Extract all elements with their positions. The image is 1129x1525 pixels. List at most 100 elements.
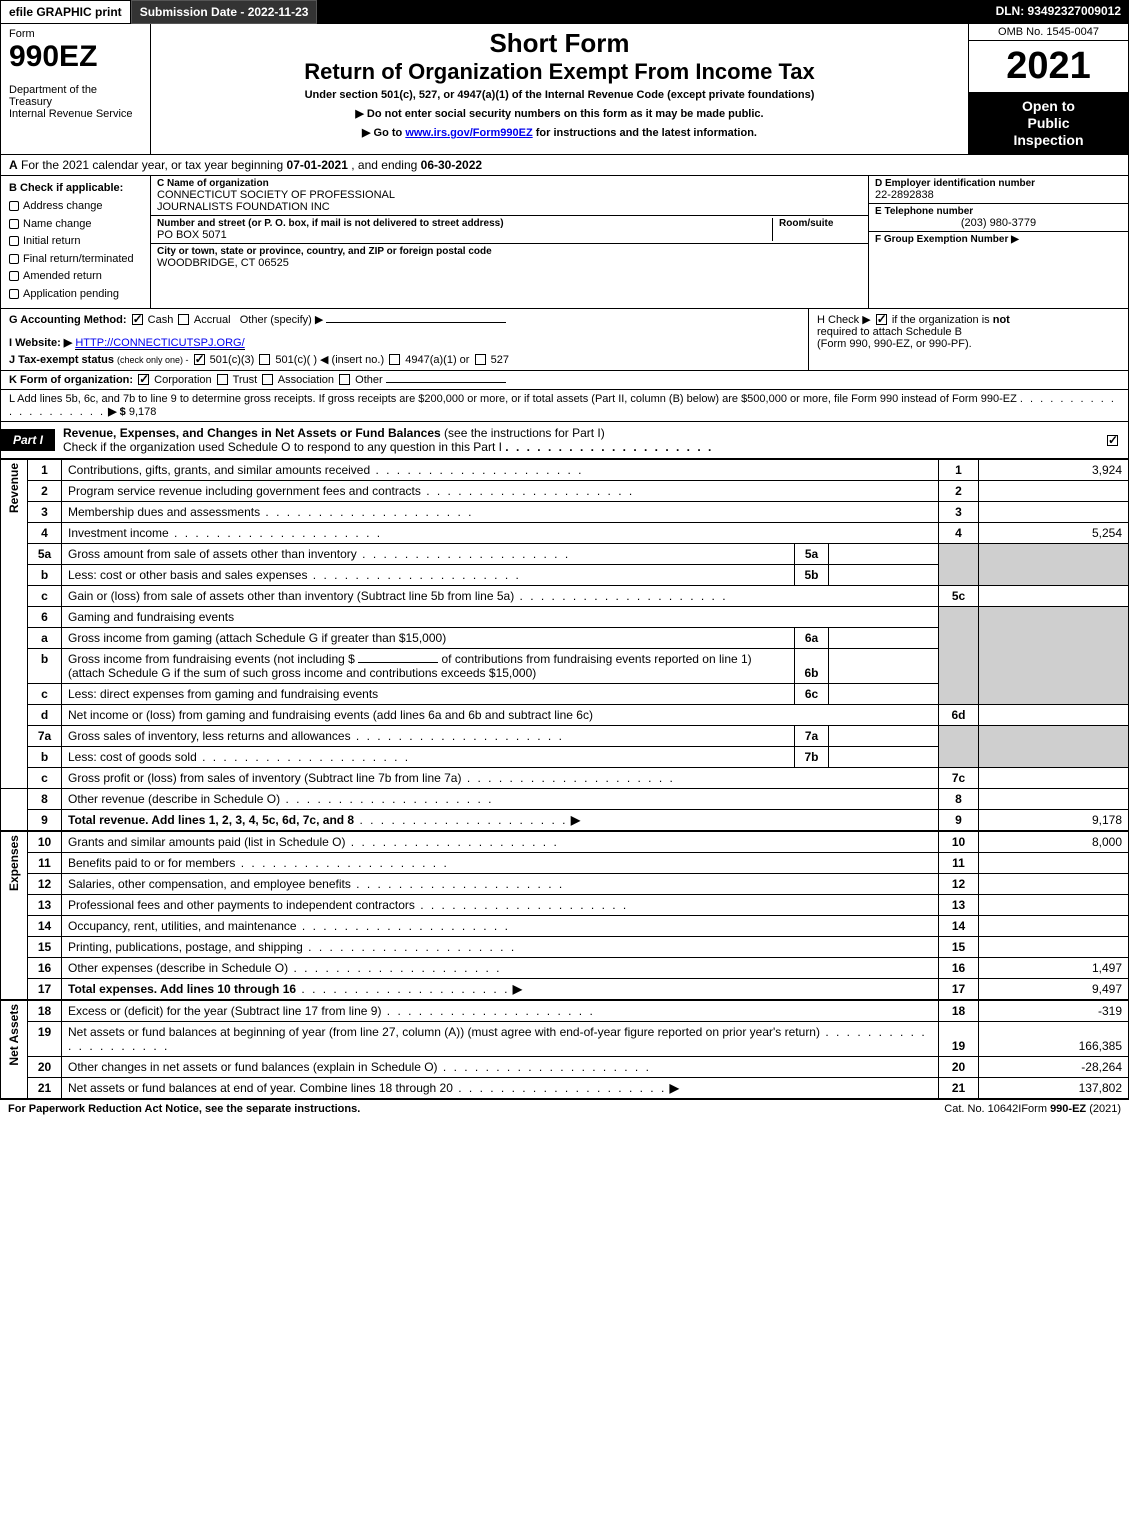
line-num: 10	[28, 831, 62, 852]
footer-mid: Cat. No. 10642I	[944, 1103, 1021, 1115]
line-desc-text: Other revenue (describe in Schedule O)	[68, 792, 280, 806]
dln-label: DLN: 93492327009012	[988, 0, 1129, 24]
row-h: H Check ▶ if the organization is not req…	[808, 309, 1128, 370]
line-amount	[979, 480, 1129, 501]
sub-line-val	[829, 746, 939, 767]
other-label: Other (specify) ▶	[240, 314, 324, 326]
blank-line	[358, 662, 438, 663]
org-name-1: CONNECTICUT SOCIETY OF PROFESSIONAL	[157, 189, 862, 201]
line-num: 21	[28, 1077, 62, 1098]
chk-application-pending[interactable]: Application pending	[9, 286, 142, 304]
line-ref: 15	[939, 936, 979, 957]
checkbox-icon	[9, 271, 19, 281]
dots	[307, 568, 520, 582]
line-desc: Salaries, other compensation, and employ…	[62, 873, 939, 894]
chk-name-change[interactable]: Name change	[9, 216, 142, 234]
checkbox-icon	[9, 219, 19, 229]
chk-initial-return[interactable]: Initial return	[9, 233, 142, 251]
open-l1: Open to	[973, 98, 1124, 115]
row-i-label: I Website: ▶	[9, 337, 72, 349]
line-ref: 21	[939, 1077, 979, 1098]
line-amount	[979, 585, 1129, 606]
line-desc-text: Investment income	[68, 526, 169, 540]
dots	[381, 1004, 594, 1018]
chk-accrual[interactable]	[178, 314, 189, 325]
table-row: 20 Other changes in net assets or fund b…	[1, 1056, 1129, 1077]
line-desc-text: Gross sales of inventory, less returns a…	[68, 729, 351, 743]
table-row: 16 Other expenses (describe in Schedule …	[1, 957, 1129, 978]
chk-final-return[interactable]: Final return/terminated	[9, 251, 142, 269]
under-section: Under section 501(c), 527, or 4947(a)(1)…	[159, 89, 960, 101]
section-c: C Name of organization CONNECTICUT SOCIE…	[151, 176, 868, 307]
side-expenses: Expenses	[1, 831, 28, 999]
form-word: Form	[9, 28, 142, 40]
header-center: Short Form Return of Organization Exempt…	[151, 24, 968, 154]
website-link[interactable]: HTTP://CONNECTICUTSPJ.ORG/	[75, 337, 244, 350]
chk-address-change[interactable]: Address change	[9, 198, 142, 216]
line-desc: Net assets or fund balances at end of ye…	[62, 1077, 939, 1098]
chk-schedule-b[interactable]	[876, 314, 887, 325]
dots	[169, 526, 382, 540]
line-desc-text: Gross income from fundraising events (no…	[68, 652, 355, 666]
line-ref: 19	[939, 1021, 979, 1056]
instr-goto-post: for instructions and the latest informat…	[536, 127, 757, 139]
chk-corporation[interactable]	[138, 374, 149, 385]
tax-year: 2021	[969, 41, 1128, 92]
line-desc: Gross income from fundraising events (no…	[62, 648, 795, 683]
line-desc: Gross amount from sale of assets other t…	[62, 543, 795, 564]
chk-501c[interactable]	[259, 354, 270, 365]
side-net-assets-text: Net Assets	[7, 1004, 21, 1066]
efile-label[interactable]: efile GRAPHIC print	[0, 0, 131, 24]
row-a-pre: For the 2021 calendar year, or tax year …	[21, 158, 287, 172]
chk-cash[interactable]	[132, 314, 143, 325]
line-desc: Gross income from gaming (attach Schedul…	[62, 627, 795, 648]
table-row: 12 Salaries, other compensation, and emp…	[1, 873, 1129, 894]
sub-line-val	[829, 683, 939, 704]
instr-goto: ▶ Go to www.irs.gov/Form990EZ for instru…	[159, 126, 960, 139]
line-num: 6	[28, 606, 62, 627]
sub-line-val	[829, 627, 939, 648]
line-desc: Occupancy, rent, utilities, and maintena…	[62, 915, 939, 936]
line-num: 9	[28, 809, 62, 830]
line-desc: Membership dues and assessments	[62, 501, 939, 522]
line-desc: Net assets or fund balances at beginning…	[62, 1021, 939, 1056]
chk-association[interactable]	[262, 374, 273, 385]
side-net-assets: Net Assets	[1, 1000, 28, 1098]
chk-amended-return[interactable]: Amended return	[9, 268, 142, 286]
table-row: 3 Membership dues and assessments 3	[1, 501, 1129, 522]
line-desc: Grants and similar amounts paid (list in…	[62, 831, 939, 852]
ein-label: D Employer identification number	[875, 178, 1122, 189]
irs-link[interactable]: www.irs.gov/Form990EZ	[405, 127, 532, 139]
grey-cell	[979, 606, 1129, 704]
opt-501c3: 501(c)(3)	[210, 354, 255, 366]
chk-other-org[interactable]	[339, 374, 350, 385]
grey-cell	[939, 725, 979, 767]
line-desc: Other changes in net assets or fund bala…	[62, 1056, 939, 1077]
dots	[303, 940, 516, 954]
group-exemption-row: F Group Exemption Number ▶	[869, 232, 1128, 307]
row-a: A For the 2021 calendar year, or tax yea…	[0, 155, 1129, 176]
chk-schedule-o[interactable]	[1107, 435, 1118, 446]
other-specify-line[interactable]	[326, 322, 506, 323]
chk-527[interactable]	[475, 354, 486, 365]
line-ref: 2	[939, 480, 979, 501]
chk-4947[interactable]	[389, 354, 400, 365]
dots	[354, 813, 567, 827]
chk-trust[interactable]	[217, 374, 228, 385]
line-num: 4	[28, 522, 62, 543]
line-desc-text: Other changes in net assets or fund bala…	[68, 1060, 438, 1074]
table-row: Net Assets 18 Excess or (deficit) for th…	[1, 1000, 1129, 1021]
table-row: 7a Gross sales of inventory, less return…	[1, 725, 1129, 746]
dots	[453, 1081, 666, 1095]
chk-501c3[interactable]	[194, 354, 205, 365]
sub-line-val	[829, 725, 939, 746]
line-amount	[979, 936, 1129, 957]
dots	[351, 877, 564, 891]
table-row: d Net income or (loss) from gaming and f…	[1, 704, 1129, 725]
line-desc-text: Membership dues and assessments	[68, 505, 260, 519]
address-row: Number and street (or P. O. box, if mail…	[151, 216, 868, 244]
table-row: 19 Net assets or fund balances at beginn…	[1, 1021, 1129, 1056]
other-org-line[interactable]	[386, 382, 506, 383]
dots	[345, 835, 558, 849]
arrow-icon: ▶ $	[108, 406, 126, 418]
